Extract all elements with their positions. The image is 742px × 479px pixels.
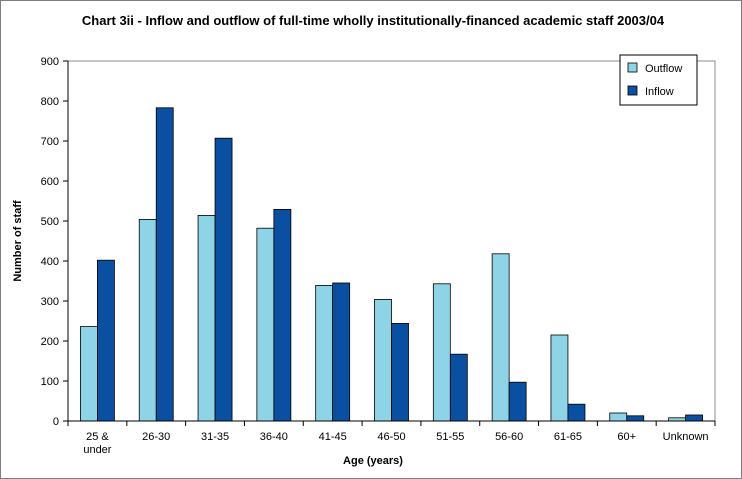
x-tick-label: Unknown — [663, 431, 709, 443]
x-tick-label-line: Unknown — [663, 431, 709, 443]
x-tick-label: 61-65 — [554, 431, 582, 443]
bar-inflow-6 — [449, 353, 468, 422]
x-tick-label-line: 46-50 — [377, 431, 405, 443]
y-axis-title: Number of staff — [12, 200, 24, 282]
x-tick-label-line: 60+ — [617, 431, 636, 443]
bar-inflow-3 — [273, 208, 292, 422]
y-tick-label: 300 — [41, 296, 59, 308]
x-tick-label: 41-45 — [319, 431, 347, 443]
x-tick-label: 25 & under — [83, 431, 111, 456]
bar-outflow-6 — [432, 283, 451, 422]
bar-outflow-5 — [374, 298, 392, 422]
bar-outflow-0 — [80, 326, 98, 422]
x-tick-label: 51-55 — [436, 431, 464, 443]
bar-outflow-3 — [256, 227, 275, 422]
y-tick-label: 800 — [41, 96, 59, 108]
x-tick-label-line: 41-45 — [319, 431, 347, 443]
x-tick-label-line: 61-65 — [554, 431, 582, 443]
bar-inflow-5 — [391, 322, 409, 422]
x-axis-title: Age (years) — [343, 455, 403, 467]
bar-inflow-0 — [97, 259, 115, 422]
x-tick-label-line: 51-55 — [436, 431, 464, 443]
bar-inflow-9 — [626, 415, 645, 422]
x-tick-label-line: 56-60 — [495, 431, 523, 443]
bar-inflow-8 — [567, 403, 586, 422]
x-tick-label-line: 25 & — [86, 431, 109, 443]
bar-inflow-7 — [508, 381, 527, 422]
x-tick-label-line: 26-30 — [142, 431, 170, 443]
y-tick-label: 600 — [41, 176, 59, 188]
bar-inflow-4 — [332, 282, 351, 422]
y-tick-label: 700 — [41, 136, 59, 148]
y-tick-label: 500 — [41, 216, 59, 228]
x-tick-label: 26-30 — [142, 431, 170, 443]
x-tick-label-line: under — [83, 444, 111, 456]
bar-outflow-1 — [138, 218, 157, 422]
bar-outflow-7 — [491, 253, 510, 422]
bar-outflow-2 — [197, 214, 216, 422]
y-tick-label: 900 — [41, 56, 59, 68]
bar-inflow-2 — [214, 137, 233, 422]
x-tick-label: 46-50 — [377, 431, 405, 443]
y-tick-label: 200 — [41, 336, 59, 348]
bar-outflow-4 — [315, 284, 334, 422]
legend-label-inflow: Inflow — [645, 86, 674, 98]
bar-inflow-10 — [685, 414, 703, 422]
chart-title: Chart 3ii - Inflow and outflow of full-t… — [82, 13, 665, 28]
y-tick-label: 400 — [41, 256, 59, 268]
ticks-layer: 0 100 200 300 400 500 600 700 800 900 25 & under 26-… — [41, 56, 716, 456]
y-tick-label: 100 — [41, 376, 59, 388]
bar-outflow-9 — [609, 412, 628, 422]
x-tick-label-line: 36-40 — [260, 431, 288, 443]
legend-swatch-inflow — [627, 85, 638, 96]
x-tick-label: 31-35 — [201, 431, 229, 443]
legend-swatch-outflow — [627, 62, 638, 73]
legend: Outflow Inflow — [619, 54, 698, 106]
x-tick-label: 60+ — [617, 431, 636, 443]
bars-layer — [80, 107, 703, 422]
bar-inflow-1 — [155, 107, 174, 422]
y-tick-label: 0 — [53, 416, 59, 428]
legend-label-outflow: Outflow — [645, 63, 682, 75]
bar-outflow-8 — [550, 334, 569, 422]
x-tick-label-line: 31-35 — [201, 431, 229, 443]
x-tick-label: 36-40 — [260, 431, 288, 443]
x-tick-label: 56-60 — [495, 431, 523, 443]
